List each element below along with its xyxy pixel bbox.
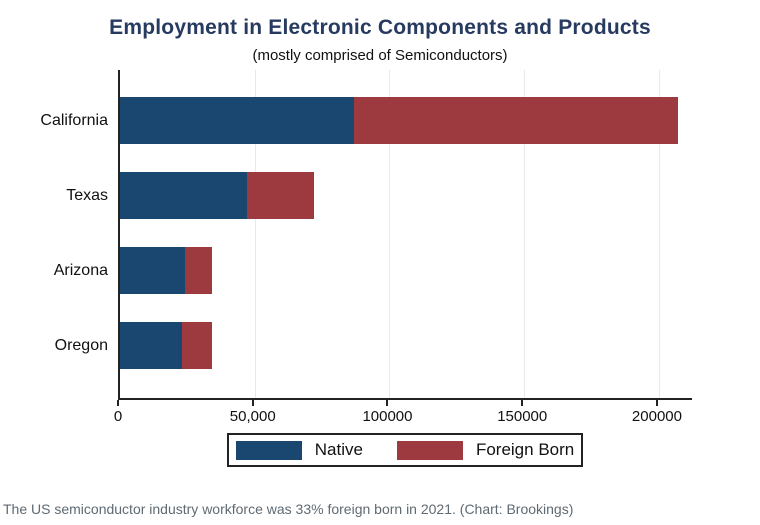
bar-segment-california-foreign-born xyxy=(354,97,678,144)
x-tick-mark-50,000 xyxy=(251,400,254,406)
category-label-california: California xyxy=(40,111,108,129)
x-tick-label-200000: 200000 xyxy=(631,408,682,425)
plot-area xyxy=(118,70,692,400)
legend: Native Foreign Born xyxy=(227,433,583,467)
gridline-150000 xyxy=(524,70,526,398)
bar-row-california xyxy=(120,97,678,144)
x-tick-label-0: 0 xyxy=(113,408,123,425)
legend-label-foreign-born: Foreign Born xyxy=(475,440,575,459)
gridline-100000 xyxy=(389,70,391,398)
x-tick-mark-100000 xyxy=(386,400,389,406)
category-label-arizona: Arizona xyxy=(53,261,108,279)
x-tick-mark-0 xyxy=(117,400,119,406)
legend-swatch-native xyxy=(235,440,302,460)
x-tick-label-100000: 100000 xyxy=(362,408,413,425)
bar-segment-oregon-native xyxy=(120,322,182,369)
bar-segment-arizona-native xyxy=(120,247,185,294)
bar-row-oregon xyxy=(120,322,212,369)
bar-row-texas xyxy=(120,172,315,219)
bar-segment-arizona-foreign-born xyxy=(184,247,212,294)
legend-entry-foreign-born: Foreign Born xyxy=(396,440,575,460)
bar-row-arizona xyxy=(120,247,212,294)
legend-label-native: Native xyxy=(314,440,363,459)
x-tick-label-150000: 150000 xyxy=(497,408,548,425)
chart-subtitle: (mostly comprised of Semiconductors) xyxy=(252,47,508,64)
legend-entry-native: Native xyxy=(235,440,363,460)
gridline-50,000 xyxy=(254,70,256,398)
bar-segment-oregon-foreign-born xyxy=(181,322,212,369)
category-label-texas: Texas xyxy=(66,186,108,204)
gridline-200000 xyxy=(658,70,660,398)
bar-segment-california-native xyxy=(120,97,355,144)
x-tick-mark-200000 xyxy=(655,400,658,406)
bar-segment-texas-foreign-born xyxy=(246,172,315,219)
chart-caption: The US semiconductor industry workforce … xyxy=(3,501,574,517)
category-label-oregon: Oregon xyxy=(54,336,108,354)
x-tick-label-50,000: 50,000 xyxy=(229,408,276,425)
bar-segment-texas-native xyxy=(120,172,247,219)
x-tick-mark-150000 xyxy=(521,400,524,406)
legend-swatch-foreign-born xyxy=(396,440,463,460)
chart-title: Employment in Electronic Components and … xyxy=(109,16,651,39)
